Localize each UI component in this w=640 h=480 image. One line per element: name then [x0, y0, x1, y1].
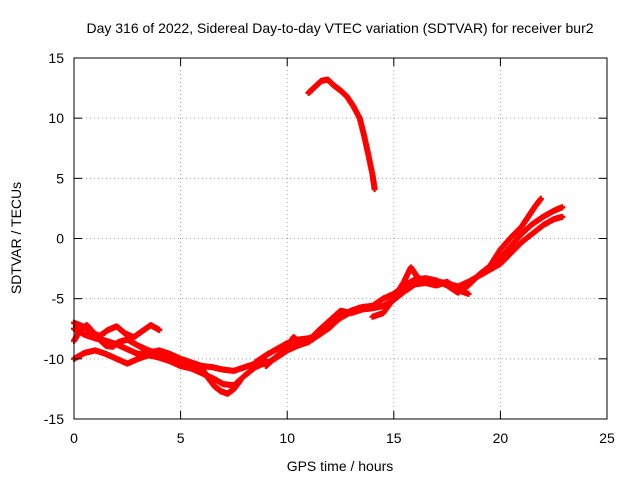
data-point — [371, 186, 378, 193]
data-point — [369, 304, 376, 311]
x-tick-label: 15 — [386, 430, 402, 446]
y-tick-label: 0 — [56, 231, 64, 247]
series-track-9 — [486, 195, 544, 270]
series-track-8 — [369, 264, 472, 320]
data-point — [559, 213, 566, 220]
y-axis-label: SDTVAR / TECUs — [8, 182, 24, 294]
series-track-7 — [262, 304, 376, 370]
x-tick-label: 10 — [279, 430, 295, 446]
y-tick-label: 5 — [56, 170, 64, 186]
title: Day 316 of 2022, Sidereal Day-to-day VTE… — [86, 20, 593, 36]
y-axis: -15 -10 -5 0 5 10 15 — [44, 50, 607, 427]
y-tick-label: -15 — [44, 411, 64, 427]
data-point — [559, 204, 566, 211]
x-tick-label: 25 — [599, 430, 615, 446]
series-track-1 — [71, 319, 163, 341]
data-series — [71, 76, 566, 397]
y-tick-label: 10 — [48, 110, 64, 126]
data-point — [156, 326, 163, 333]
y-tick-label: -10 — [44, 351, 64, 367]
x-axis: 0 5 10 15 20 25 — [70, 58, 615, 446]
x-tick-label: 0 — [70, 430, 78, 446]
data-point — [465, 290, 472, 297]
data-point — [537, 195, 544, 202]
series-track-4 — [71, 322, 244, 397]
series-track-10 — [305, 76, 378, 193]
chart-title: Day 316 of 2022, Sidereal Day-to-day VTE… — [86, 20, 593, 36]
y-tick-label: -5 — [52, 291, 65, 307]
x-tick-label: 5 — [177, 430, 185, 446]
x-axis-label: GPS time / hours — [287, 458, 394, 474]
data-point — [237, 377, 244, 384]
x-tick-label: 20 — [493, 430, 509, 446]
y-tick-label: 15 — [48, 50, 64, 66]
